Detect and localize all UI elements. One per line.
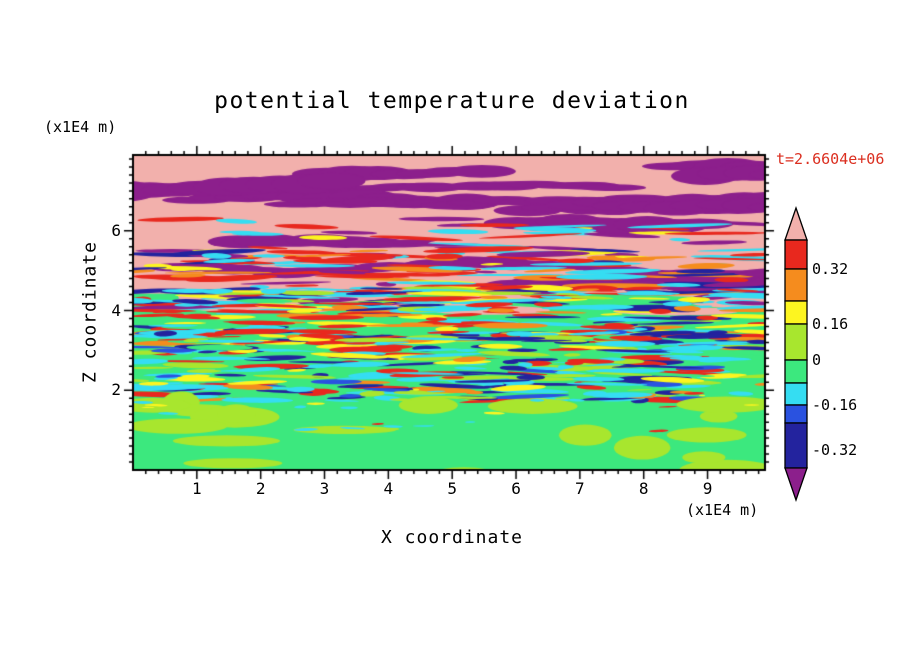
x-tick-label: 8: [638, 479, 649, 498]
colorbar-top-arrow: [784, 206, 808, 241]
time-stamp-label: t=2.6604e+06: [776, 150, 885, 168]
x-tick-label: 9: [702, 479, 713, 498]
colorbar-segment: [784, 382, 808, 406]
x-tick-label: 7: [575, 479, 585, 498]
colorbar-segment: [784, 404, 808, 424]
x-axis-title: X coordinate: [380, 527, 524, 548]
colorbar-tick-label: 0.16: [812, 315, 849, 333]
x-tick-label: 5: [447, 479, 457, 498]
colorbar-segment: [784, 422, 808, 469]
colorbar-segment: [784, 359, 808, 384]
y-tick-label: 2: [111, 380, 121, 400]
colorbar-bottom-arrow: [784, 467, 808, 502]
x-tick-label: 3: [319, 479, 330, 498]
colorbar-tick-label: -0.16: [812, 396, 858, 414]
colorbar-segment: [784, 323, 808, 361]
y-axis-unit-label: (x1E4 m): [44, 118, 117, 136]
plot-title: potential temperature deviation: [214, 88, 690, 114]
x-tick-label: 1: [192, 479, 202, 498]
colorbar-tick-label: -0.32: [812, 441, 858, 459]
colorbar-tick-label: 0: [812, 351, 822, 369]
colorbar-scale: [784, 206, 808, 502]
x-tick-label: 6: [511, 479, 521, 498]
y-tick-label: 6: [111, 220, 121, 240]
y-tick-label: 4: [111, 300, 121, 320]
x-axis-unit-label: (x1E4 m): [686, 501, 759, 519]
colorbar-segment: [784, 268, 808, 302]
x-tick-label: 2: [255, 479, 266, 498]
colorbar-segment: [784, 300, 808, 325]
x-tick-label: 4: [383, 479, 394, 498]
colorbar-tick-label: 0.32: [812, 260, 849, 278]
colorbar-segment: [784, 239, 808, 270]
